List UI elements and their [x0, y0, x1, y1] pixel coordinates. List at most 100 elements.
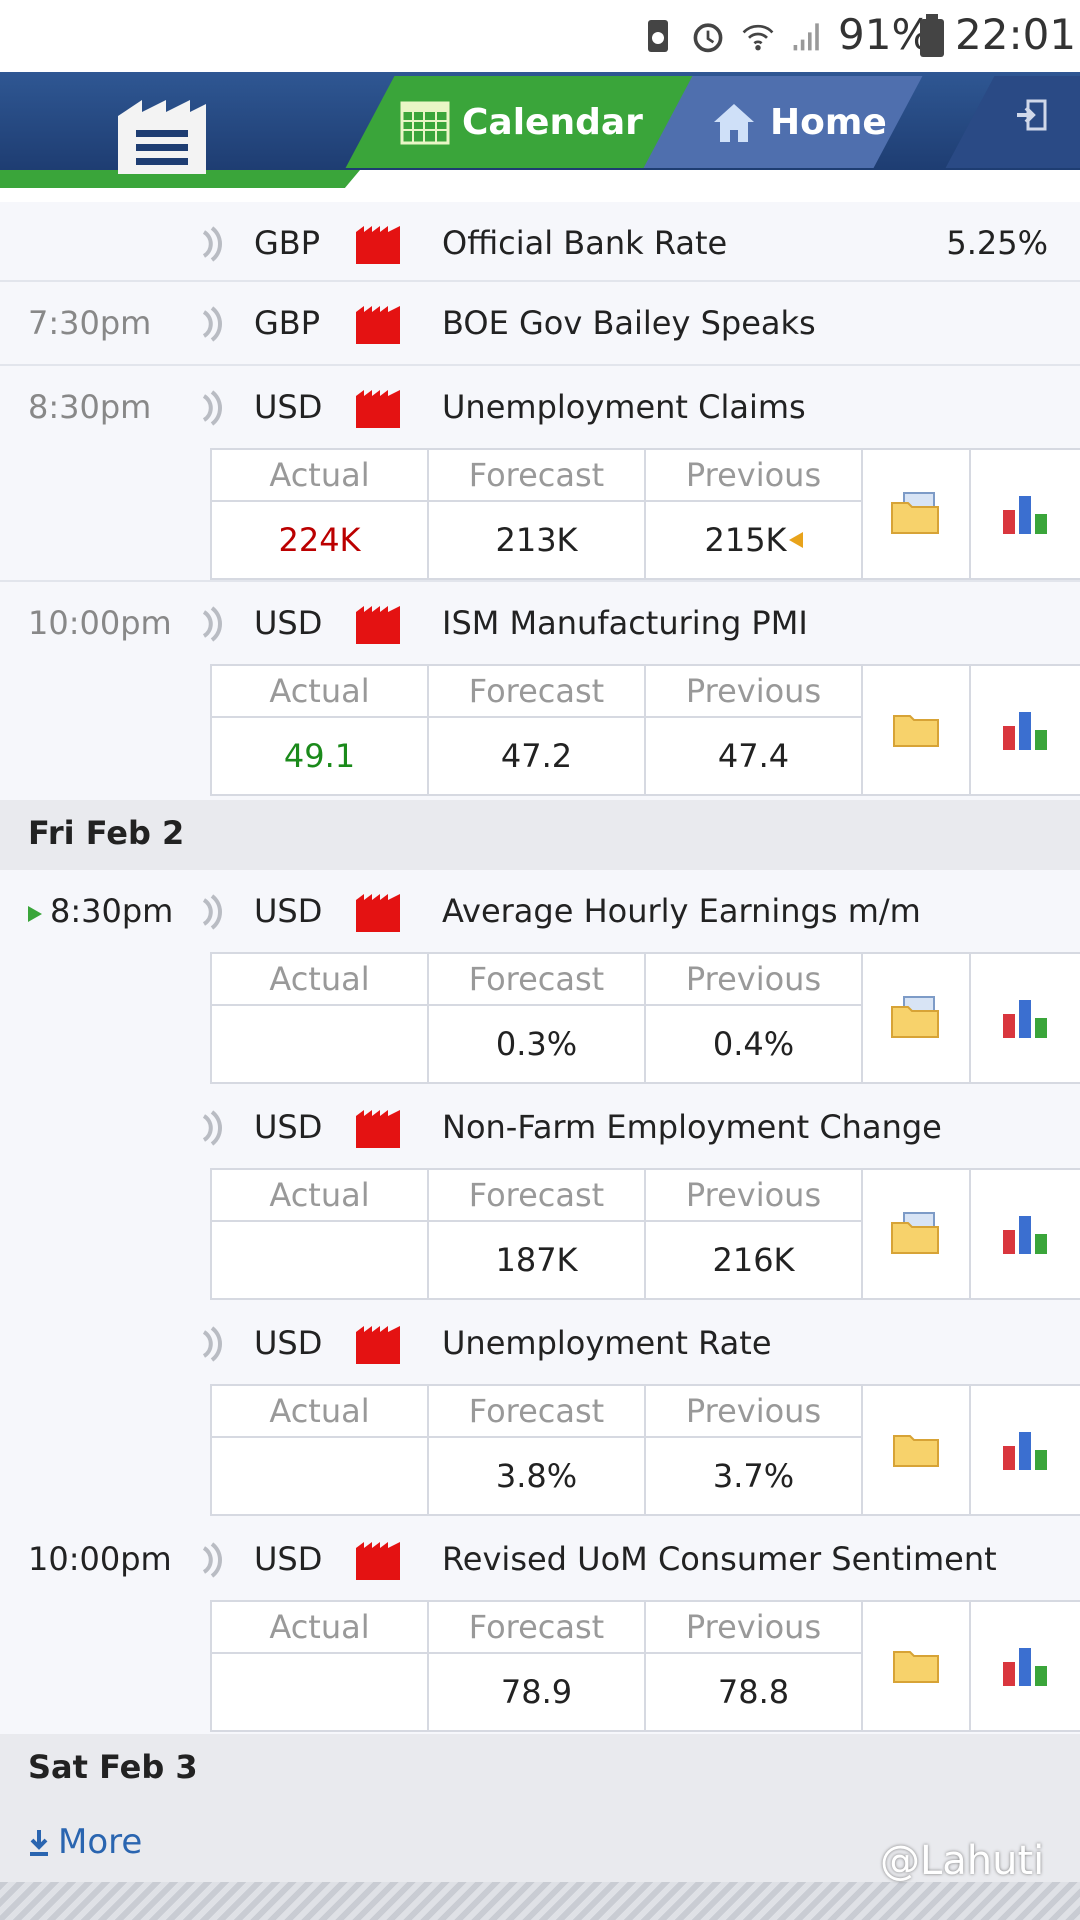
event-currency: USD	[254, 388, 323, 426]
event-title: Unemployment Claims	[442, 388, 806, 426]
event-title: BOE Gov Bailey Speaks	[442, 304, 816, 342]
detail-button[interactable]	[861, 1168, 971, 1300]
chart-button[interactable]	[969, 1600, 1080, 1732]
clock: 22:01	[955, 10, 1077, 59]
event-row[interactable]: 8:30pm USD Unemployment Claims	[0, 366, 1080, 448]
chart-button[interactable]	[969, 1384, 1080, 1516]
home-icon	[714, 104, 754, 142]
chart-button[interactable]	[969, 664, 1080, 796]
high-impact-icon	[356, 606, 400, 644]
folder-detail-icon	[891, 1212, 939, 1254]
previous-value: 47.4	[644, 716, 863, 796]
speaker-icon	[202, 390, 222, 426]
previous-header: Previous	[644, 952, 863, 1006]
high-impact-icon	[356, 1110, 400, 1148]
event-title: Average Hourly Earnings m/m	[442, 892, 921, 930]
detail-button[interactable]	[861, 1600, 971, 1732]
event-data-table: Actual Forecast Previous 78.9 78.8	[210, 1600, 1080, 1732]
forecast-header: Forecast	[427, 1600, 646, 1654]
bar-chart-icon	[1002, 1000, 1047, 1038]
actual-value	[210, 1436, 429, 1516]
actual-value	[210, 1004, 429, 1084]
forecast-header: Forecast	[427, 1168, 646, 1222]
event-time: 10:00pm	[28, 1540, 172, 1578]
speaker-icon	[202, 306, 222, 342]
chart-button[interactable]	[969, 952, 1080, 1084]
forecast-value: 3.8%	[427, 1436, 646, 1516]
watermark: @Lahuti	[880, 1838, 1045, 1884]
battery-percentage: 91%	[838, 10, 932, 59]
event-currency: USD	[254, 892, 323, 930]
event-title: ISM Manufacturing PMI	[442, 604, 808, 642]
previous-value: 3.7%	[644, 1436, 863, 1516]
event-row[interactable]: GBP Official Bank Rate 5.25%	[0, 210, 1080, 282]
forecast-value: 78.9	[427, 1652, 646, 1732]
bar-chart-icon	[1002, 1648, 1047, 1686]
previous-value: 216K	[644, 1220, 863, 1300]
day-header: Sat Feb 3	[0, 1734, 1080, 1804]
previous-header: Previous	[644, 1168, 863, 1222]
forecast-header: Forecast	[427, 664, 646, 718]
folder-icon	[893, 1651, 939, 1683]
speaker-icon	[202, 894, 222, 930]
high-impact-icon	[356, 1542, 400, 1580]
event-data-table: Actual Forecast Previous 3.8% 3.7%	[210, 1384, 1080, 1516]
event-currency: GBP	[254, 304, 321, 342]
event-row[interactable]: 10:00pm USD Revised UoM Consumer Sentime…	[0, 1518, 1080, 1602]
speaker-icon	[202, 1110, 222, 1146]
detail-button[interactable]	[861, 1384, 971, 1516]
tab-home-label: Home	[770, 101, 887, 143]
event-currency: USD	[254, 1540, 323, 1578]
more-label: More	[58, 1822, 143, 1862]
high-impact-icon	[356, 226, 400, 264]
event-row[interactable]: USD Non-Farm Employment Change	[0, 1086, 1080, 1170]
menu-icon[interactable]	[112, 96, 212, 178]
actual-header: Actual	[210, 664, 429, 718]
event-currency: USD	[254, 1108, 323, 1146]
actual-header: Actual	[210, 448, 429, 502]
detail-button[interactable]	[861, 664, 971, 796]
tab-home[interactable]: Home	[710, 92, 887, 152]
actual-header: Actual	[210, 1600, 429, 1654]
signal-icon	[793, 23, 819, 51]
detail-button[interactable]	[861, 448, 971, 580]
actual-value	[210, 1652, 429, 1732]
event-row[interactable]: 10:00pm USD ISM Manufacturing PMI	[0, 582, 1080, 664]
exit-icon[interactable]	[1014, 98, 1048, 132]
chart-button[interactable]	[969, 1168, 1080, 1300]
actual-value	[210, 1220, 429, 1300]
event-currency: USD	[254, 1324, 323, 1362]
battery-icon	[920, 14, 944, 57]
previous-value: 215K	[644, 500, 863, 580]
previous-header: Previous	[644, 1600, 863, 1654]
event-value: 5.25%	[946, 224, 1048, 262]
forecast-value: 213K	[427, 500, 646, 580]
forecast-header: Forecast	[427, 1384, 646, 1438]
alarm-icon	[693, 23, 723, 53]
high-impact-icon	[356, 306, 400, 344]
event-time: 10:00pm	[28, 604, 172, 642]
wifi-icon	[742, 24, 774, 51]
speaker-icon	[202, 226, 222, 262]
tab-calendar[interactable]: Calendar	[400, 92, 643, 152]
event-data-table: Actual Forecast Previous 0.3% 0.4%	[210, 952, 1080, 1084]
event-title: Revised UoM Consumer Sentiment	[442, 1540, 997, 1578]
actual-header: Actual	[210, 1384, 429, 1438]
event-row[interactable]: 8:30pm USD Average Hourly Earnings m/m	[0, 870, 1080, 954]
event-row[interactable]: USD Unemployment Rate	[0, 1302, 1080, 1386]
event-data-table: Actual Forecast Previous 49.1 47.2 47.4	[210, 664, 1080, 796]
battery-saver-icon	[648, 20, 668, 52]
more-button[interactable]: More	[0, 1804, 1080, 1882]
forecast-header: Forecast	[427, 952, 646, 1006]
event-title: Non-Farm Employment Change	[442, 1108, 942, 1146]
detail-button[interactable]	[861, 952, 971, 1084]
previous-header: Previous	[644, 1384, 863, 1438]
event-row[interactable]: 7:30pm GBP BOE Gov Bailey Speaks	[0, 282, 1080, 364]
chart-button[interactable]	[969, 448, 1080, 580]
event-title: Unemployment Rate	[442, 1324, 772, 1362]
status-bar: 91% 22:01	[0, 0, 1080, 72]
forecast-value: 0.3%	[427, 1004, 646, 1084]
previous-header: Previous	[644, 448, 863, 502]
speaker-icon	[202, 1542, 222, 1578]
event-time: 8:30pm	[28, 388, 152, 426]
